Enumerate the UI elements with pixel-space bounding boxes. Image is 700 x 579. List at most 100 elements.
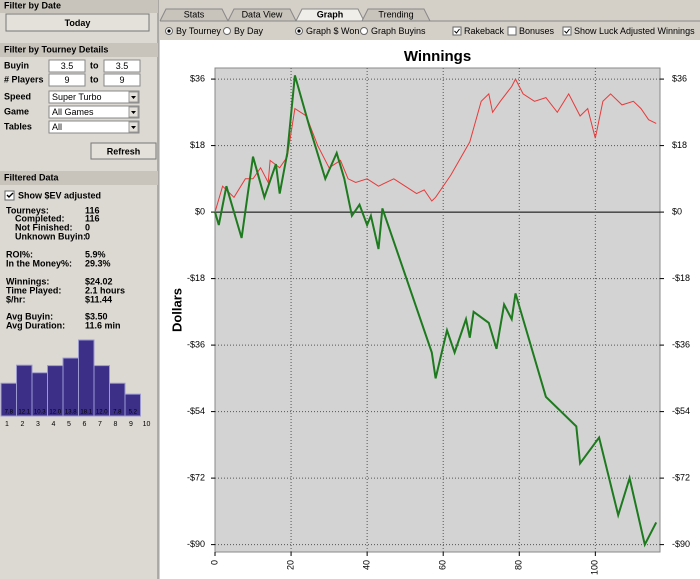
tab-label: Stats <box>184 9 205 19</box>
histogram-value: 12.0 <box>49 410 61 416</box>
option-label: By Tourney <box>176 26 221 36</box>
section-header <box>0 0 158 13</box>
stat-label: ROI%: <box>6 249 33 259</box>
histogram-bar <box>93 365 110 417</box>
radio-dot <box>167 29 171 33</box>
checkbox[interactable] <box>452 26 462 36</box>
label: # Players <box>4 74 44 84</box>
histogram-bar <box>47 365 64 417</box>
option-label: Show Luck Adjusted Winnings <box>574 26 695 36</box>
input-value: All <box>52 122 62 132</box>
checkbox[interactable] <box>4 190 15 201</box>
stat-label: $/hr: <box>6 294 26 304</box>
arrow <box>131 111 136 114</box>
section-title: Filter by Tourney Details <box>4 44 108 54</box>
input-value: 9 <box>119 75 124 85</box>
stat-label: Avg Duration: <box>6 320 65 330</box>
histogram-value: 13.8 <box>65 410 77 416</box>
tab-label: Graph <box>317 9 344 19</box>
input[interactable] <box>48 90 140 104</box>
radio[interactable] <box>223 27 231 35</box>
y-tick-label: -$54 <box>187 406 205 416</box>
stat-value: $11.44 <box>85 294 112 304</box>
label: Tables <box>4 121 32 131</box>
y-tick-label-right: $36 <box>672 73 687 83</box>
label: to <box>90 60 99 70</box>
histogram-bar <box>124 393 141 417</box>
tab[interactable] <box>361 8 431 22</box>
radio[interactable] <box>360 27 368 35</box>
option-label: Rakeback <box>464 26 505 36</box>
label: Speed <box>4 91 31 101</box>
option-label: Bonuses <box>519 26 555 36</box>
x-tick-label: 20 <box>285 560 295 570</box>
tab[interactable] <box>227 8 297 22</box>
histogram-value: 5.2 <box>129 410 138 416</box>
stat-value: 0 <box>85 231 90 241</box>
checkbox[interactable] <box>507 26 517 36</box>
histogram-value: 10.3 <box>34 410 46 416</box>
stat-label: Tourneys: <box>6 205 49 215</box>
y-tick-label-right: -$90 <box>672 539 690 549</box>
section-title: Filtered Data <box>4 172 60 182</box>
input[interactable] <box>48 105 140 119</box>
histogram-value: 18.1 <box>80 410 92 416</box>
option-label: Graph $ Won <box>306 26 359 36</box>
histogram-bar <box>16 364 33 417</box>
input[interactable] <box>103 59 141 73</box>
input-value: Super Turbo <box>52 92 102 102</box>
histogram-bar <box>62 357 79 417</box>
arrow <box>131 96 136 99</box>
histogram-bar <box>78 339 95 417</box>
y-tick-label-right: $0 <box>672 206 682 216</box>
y-tick-label: $0 <box>195 206 205 216</box>
label: Show $EV adjusted <box>18 190 101 200</box>
radio-dot <box>297 29 301 33</box>
option-label: Graph Buyins <box>371 26 426 36</box>
checkbox[interactable] <box>562 26 572 36</box>
stat-value: $24.02 <box>85 276 113 286</box>
series-line <box>214 75 658 548</box>
arrow <box>131 126 136 129</box>
label: Buyin <box>4 60 29 70</box>
x-tick-label: 100 <box>590 560 600 575</box>
input-value: All Games <box>52 107 94 117</box>
label: Game <box>4 106 29 116</box>
bin-label: 2 <box>21 421 25 428</box>
input[interactable] <box>48 59 86 73</box>
stat-value: 11.6 min <box>85 320 121 330</box>
stat-value: 116 <box>85 205 100 215</box>
x-tick-label: 0 <box>209 560 219 565</box>
stat-value: $3.50 <box>85 311 108 321</box>
button[interactable] <box>5 13 150 32</box>
bin-label: 4 <box>52 421 56 428</box>
histogram-value: 12.0 <box>96 410 108 416</box>
stat-label: Time Played: <box>6 285 61 295</box>
bin-label: 3 <box>36 421 40 428</box>
stat-label: Avg Buyin: <box>6 311 53 321</box>
x-tick-label: 40 <box>362 560 372 570</box>
y-tick-label: -$72 <box>187 472 205 482</box>
label: to <box>90 74 99 84</box>
input[interactable] <box>48 120 140 134</box>
y-tick-label: $18 <box>190 140 205 150</box>
y-tick-label: $36 <box>190 73 205 83</box>
y-tick-label-right: -$54 <box>672 406 690 416</box>
tab[interactable] <box>159 8 229 22</box>
plot-area <box>214 67 661 553</box>
input[interactable] <box>48 73 86 87</box>
check <box>564 28 570 34</box>
stat-label: In the Money%: <box>6 258 72 268</box>
bin-label: 7 <box>98 421 102 428</box>
y-tick-label: -$36 <box>187 339 205 349</box>
stat-label: Completed: <box>15 213 65 223</box>
button-label: Today <box>65 18 91 28</box>
tab[interactable] <box>295 8 365 22</box>
series-line <box>214 78 657 213</box>
button[interactable] <box>90 142 157 160</box>
input[interactable] <box>103 73 141 87</box>
check <box>454 28 460 34</box>
x-tick-label: 60 <box>438 560 448 570</box>
